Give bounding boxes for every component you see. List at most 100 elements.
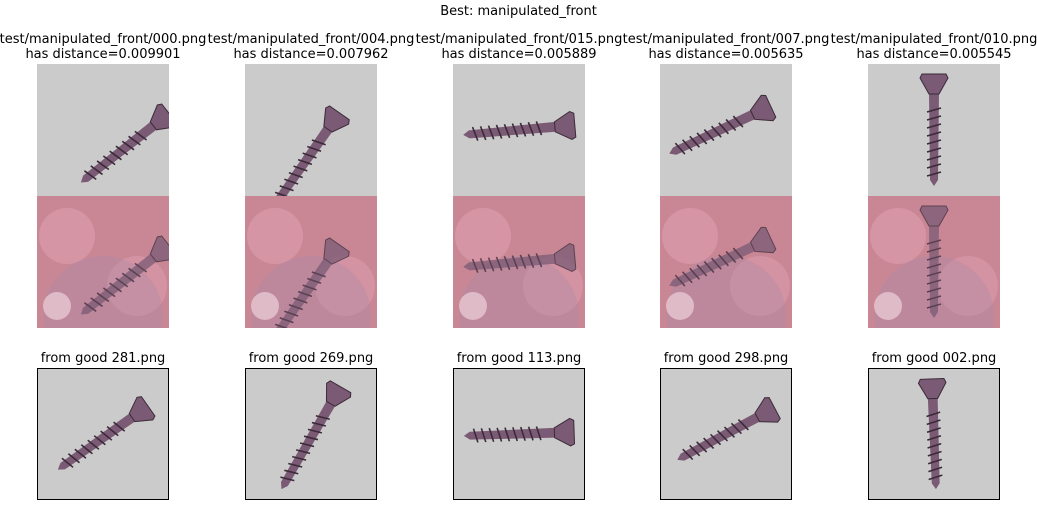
screw-photo: [38, 369, 168, 499]
screw-thread: [121, 140, 135, 151]
screw-thread: [710, 125, 722, 138]
screw-shaft: [80, 120, 159, 183]
screw-thread: [487, 125, 495, 140]
screw-thread: [682, 448, 694, 461]
screw-photo: [246, 369, 376, 499]
screw-thread: [128, 267, 141, 278]
screw-thread: [732, 247, 744, 260]
screw-thread: [723, 426, 736, 438]
screw-thread: [292, 455, 307, 461]
anomaly-heatmap-overlay: [37, 196, 169, 328]
screw-thread: [926, 419, 941, 426]
heatmap-blob: [455, 208, 511, 264]
distance-label: has distance=0.005545: [856, 47, 1012, 62]
result-column: test/manipulated_front/010.png has distan…: [831, 0, 1037, 510]
screw-head: [149, 235, 169, 263]
screw-thread: [725, 118, 737, 131]
screw-thread: [927, 434, 942, 441]
screw-thread: [80, 444, 93, 455]
screw-head: [553, 110, 577, 140]
screw-thread: [96, 292, 110, 303]
screw-thread: [716, 430, 729, 442]
screw-thread: [284, 178, 299, 185]
screw-head: [917, 377, 947, 400]
screw-head: [325, 380, 352, 407]
screw-thread: [302, 152, 317, 159]
screw-thread: [674, 142, 686, 155]
heatmap-blob: [870, 208, 926, 264]
screw-thread: [710, 433, 722, 446]
screw-shaft: [929, 92, 939, 186]
screw-thread: [696, 441, 708, 453]
query-path-title: test/manipulated_front/000.png: [0, 32, 207, 47]
screw-thread: [311, 421, 327, 427]
result-column: test/manipulated_front/004.png has distan…: [208, 0, 414, 510]
screw-thread: [927, 450, 942, 457]
screw-thread: [535, 253, 543, 268]
screw-thread: [109, 282, 122, 293]
screw-thread: [284, 469, 299, 475]
heatmap-blob: [666, 292, 694, 320]
screw-shaft: [270, 124, 334, 196]
screw-thread: [527, 253, 535, 269]
screw-thread: [121, 272, 135, 283]
screw-thread: [297, 290, 313, 298]
screw-thread: [926, 123, 942, 129]
screw-thread: [926, 279, 942, 285]
heatmap-blob: [459, 292, 487, 320]
screw-head: [919, 73, 949, 95]
screw-thread: [926, 247, 942, 253]
screw-thread: [274, 323, 290, 328]
screw-thread: [703, 437, 715, 449]
screw-thread: [689, 444, 701, 457]
screw-thread: [303, 435, 319, 441]
heatmap-blob: [39, 208, 95, 264]
screw-thread: [102, 155, 116, 166]
screw-thread: [926, 263, 942, 269]
heatmap-blob: [459, 256, 579, 328]
suptitle: Best: manipulated_front: [440, 4, 597, 19]
screw-thread: [93, 435, 106, 446]
heatmap-blob: [247, 208, 303, 264]
query-path-title: test/manipulated_front/007.png: [622, 32, 830, 47]
screw-head: [754, 397, 781, 423]
screw-thread: [926, 295, 942, 301]
screw-shaft: [463, 427, 557, 440]
distance-label: has distance=0.009901: [25, 47, 181, 62]
screw-thread: [928, 474, 943, 481]
screw-thread: [926, 303, 942, 309]
screw-shaft: [669, 109, 757, 155]
screw-thread: [83, 302, 97, 313]
screw-thread: [689, 267, 700, 280]
screw-thread: [96, 160, 110, 171]
screw-thread: [288, 303, 303, 311]
screw-thread: [134, 262, 148, 273]
screw-thread: [280, 476, 295, 482]
screw-thread: [61, 457, 74, 468]
screw-thread: [480, 428, 487, 443]
screw-thread: [472, 428, 479, 443]
screw-thread: [284, 310, 299, 317]
screw-thread: [315, 414, 330, 420]
screw-thread: [703, 261, 715, 274]
heatmap-blob: [43, 292, 71, 320]
screw-thread: [307, 145, 322, 153]
screw-thread: [926, 287, 942, 293]
screw-photo: [37, 64, 169, 196]
screw-photo: [454, 369, 584, 499]
screw-head: [323, 237, 350, 265]
screw-thread: [535, 426, 542, 441]
screw-thread: [113, 421, 126, 432]
screw-thread: [293, 165, 308, 172]
screw-thread: [718, 254, 730, 267]
screw-shaft: [270, 256, 334, 328]
screw-thread: [696, 132, 708, 145]
query-path-title: test/manipulated_front/015.png: [415, 32, 623, 47]
query-image-panel: [37, 64, 169, 196]
heatmap-blob: [662, 208, 718, 264]
screw-thread: [926, 107, 942, 113]
screw-thread: [926, 139, 942, 145]
query-path-title: test/manipulated_front/004.png: [207, 32, 415, 47]
photo-background: [245, 64, 377, 196]
result-column: test/manipulated_front/015.png has distan…: [416, 0, 622, 510]
